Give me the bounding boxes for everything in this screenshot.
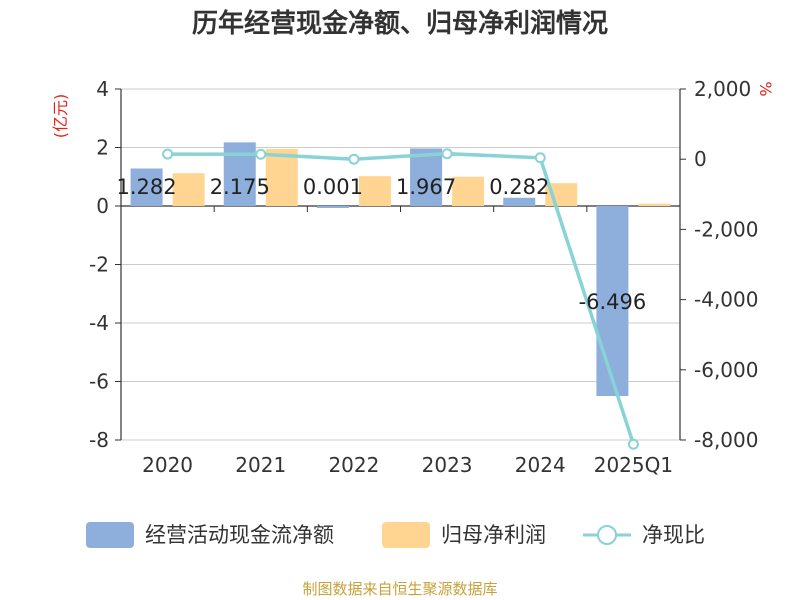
axes: 4 2 0 -2 -4 -6 -8 2,000 0 -2,000 -4,000 -6,000 -8,00… (89, 77, 758, 477)
cashflow-bar (503, 197, 536, 206)
profit-bar (265, 148, 298, 206)
cashflow-data-label: -6.496 (579, 290, 647, 314)
right-axis-tick-label: 0 (694, 147, 707, 171)
ratio-point (162, 148, 174, 160)
cashflow-bar (596, 206, 629, 397)
cashflow-data-label: 1.967 (396, 175, 456, 199)
chart-title: 历年经营现金净额、归母净利润情况 (192, 8, 608, 39)
right-axis-tick-label: -4,000 (694, 288, 758, 312)
ratio-line-series (162, 148, 639, 450)
bar-series (130, 142, 671, 397)
left-axis-tick-label: 0 (96, 194, 109, 218)
ratio-point (534, 152, 546, 164)
category-label: 2025Q1 (594, 453, 673, 477)
profit-bar (358, 176, 391, 206)
right-axis-tick-label: -6,000 (694, 358, 758, 382)
legend-ratio-label: 净现比 (642, 523, 705, 547)
left-axis-tick-label: -4 (89, 311, 109, 335)
cashflow-data-label: 0.001 (303, 175, 363, 199)
cashflow-bar (316, 205, 349, 208)
left-axis-tick-label: -8 (89, 428, 109, 452)
left-axis-tick-label: -6 (89, 370, 109, 394)
legend-profit-swatch (382, 522, 430, 548)
profit-bar (638, 203, 671, 206)
left-axis-unit: (亿元) (51, 94, 70, 139)
left-axis-tick-label: 4 (96, 77, 109, 101)
ratio-point (348, 153, 360, 165)
profit-bar (172, 173, 205, 206)
ratio-line (167, 151, 636, 445)
grid-lines (121, 88, 680, 441)
ratio-point (441, 148, 453, 160)
category-label: 2020 (142, 453, 193, 477)
cashflow-data-label: 2.175 (210, 175, 270, 199)
cashflow-data-label: 1.282 (117, 175, 177, 199)
ratio-point (255, 148, 267, 160)
right-axis-tick-label: -8,000 (694, 428, 758, 452)
legend: 经营活动现金流净额 归母净利润 净现比 (86, 522, 705, 548)
data-labels: 1.282 2.175 0.001 1.967 0.282 -6.496 (117, 175, 647, 314)
category-label: 2023 (422, 453, 473, 477)
legend-profit-label: 归母净利润 (441, 523, 546, 547)
left-axis-tick-label: 2 (96, 136, 109, 160)
right-axis-unit: % (756, 81, 775, 96)
cashflow-bar (410, 148, 443, 206)
cashflow-data-label: 0.282 (489, 175, 549, 199)
legend-cashflow-swatch (86, 522, 134, 548)
profit-bar (452, 176, 485, 206)
category-label: 2022 (328, 453, 379, 477)
right-axis-tick-label: 2,000 (694, 77, 751, 101)
right-axis-tick-label: -2,000 (694, 217, 758, 241)
ratio-point (627, 438, 639, 450)
category-label: 2021 (235, 453, 286, 477)
source-note: 制图数据来自恒生聚源数据库 (302, 580, 497, 598)
cashflow-bar (130, 168, 163, 206)
legend-ratio-marker-icon (597, 525, 617, 545)
category-label: 2024 (515, 453, 566, 477)
left-axis-tick-label: -2 (89, 253, 109, 277)
legend-cashflow-label: 经营活动现金流净额 (145, 523, 334, 547)
